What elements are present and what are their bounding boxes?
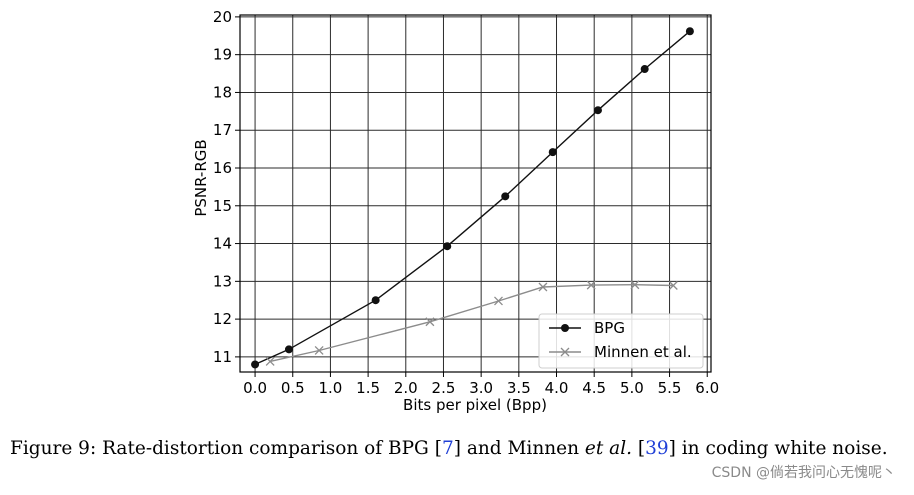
y-tick-label: 14: [213, 235, 232, 253]
x-tick-label: 5.0: [620, 379, 644, 397]
point-bpg: [443, 242, 452, 251]
y-tick-label: 17: [213, 121, 232, 139]
legend-bpg-marker: [561, 324, 569, 332]
watermark: CSDN @倘若我问心无愧呢丶: [711, 465, 896, 481]
legend-bpg-label: BPG: [594, 319, 625, 337]
x-tick-label: 0.5: [281, 379, 305, 397]
x-tick-label: 4.0: [545, 379, 569, 397]
y-tick-label: 18: [213, 83, 232, 101]
rate-distortion-chart: 0.0 0.5 1.0 1.5 2.0 2.5 3.0 3.5 4.0 4.5 5.0 5.5 6.0 …: [192, 8, 719, 414]
x-ticks: 0.0 0.5 1.0 1.5 2.0 2.5 3.0 3.5 4.0 4.5 5.0 5.5 6.0: [243, 372, 719, 397]
x-tick-label: 6.0: [695, 379, 719, 397]
grid: [240, 15, 711, 372]
caption-ref-39[interactable]: 39: [645, 438, 669, 459]
point-minnen-et-al: [668, 281, 678, 290]
point-bpg: [593, 106, 602, 115]
x-tick-label: 3.0: [469, 379, 493, 397]
x-tick-label: 5.5: [658, 379, 682, 397]
y-tick-label: 16: [213, 159, 232, 177]
caption-space: [: [632, 438, 646, 459]
point-bpg: [251, 360, 260, 369]
y-tick-label: 11: [213, 348, 232, 366]
y-tick-label: 13: [213, 272, 232, 290]
legend: BPG Minnen et al.: [538, 313, 704, 369]
x-tick-label: 2.0: [394, 379, 418, 397]
caption-middle: ] and Minnen: [453, 438, 585, 459]
y-tick-label: 12: [213, 310, 232, 328]
caption-et-al: et al.: [584, 438, 633, 459]
point-minnen-et-al: [314, 346, 324, 355]
point-minnen-et-al: [494, 296, 503, 306]
point-bpg: [640, 65, 649, 74]
y-ticks: 11 12 13 14 15 16 17 18 19 20: [213, 8, 240, 366]
x-axis-label: Bits per pixel (Bpp): [403, 396, 547, 414]
point-bpg: [284, 345, 293, 354]
x-tick-label: 3.5: [507, 379, 531, 397]
point-bpg: [501, 192, 510, 201]
caption-ref-7[interactable]: 7: [441, 438, 454, 459]
caption-suffix: ] in coding white noise.: [668, 438, 888, 459]
series-line-minnen-et-al: [269, 283, 674, 363]
x-tick-label: 1.0: [319, 379, 343, 397]
y-tick-label: 19: [213, 46, 232, 64]
legend-minnen-label: Minnen et al.: [594, 343, 692, 361]
point-bpg: [685, 27, 694, 36]
y-axis-label: PSNR-RGB: [192, 139, 210, 216]
x-tick-label: 2.5: [432, 379, 456, 397]
point-minnen-et-al: [538, 282, 548, 292]
legend-minnen-marker: [560, 347, 570, 357]
y-tick-label: 15: [213, 197, 232, 215]
point-minnen-et-al: [265, 356, 275, 366]
point-minnen-et-al: [586, 280, 596, 290]
x-tick-label: 0.0: [243, 379, 267, 397]
point-bpg: [371, 296, 380, 305]
caption-prefix: Figure 9: Rate-distortion comparison of …: [10, 438, 442, 459]
x-tick-label: 1.5: [356, 379, 380, 397]
plot-area: [240, 15, 711, 372]
plot-frame: [239, 14, 712, 373]
x-tick-label: 4.5: [582, 379, 606, 397]
point-minnen-et-al: [425, 317, 435, 327]
series-layer: [251, 27, 694, 369]
point-bpg: [548, 148, 557, 157]
point-minnen-et-al: [630, 280, 640, 290]
y-tick-label: 20: [213, 8, 232, 26]
figure-caption: Figure 9: Rate-distortion comparison of …: [10, 436, 904, 461]
